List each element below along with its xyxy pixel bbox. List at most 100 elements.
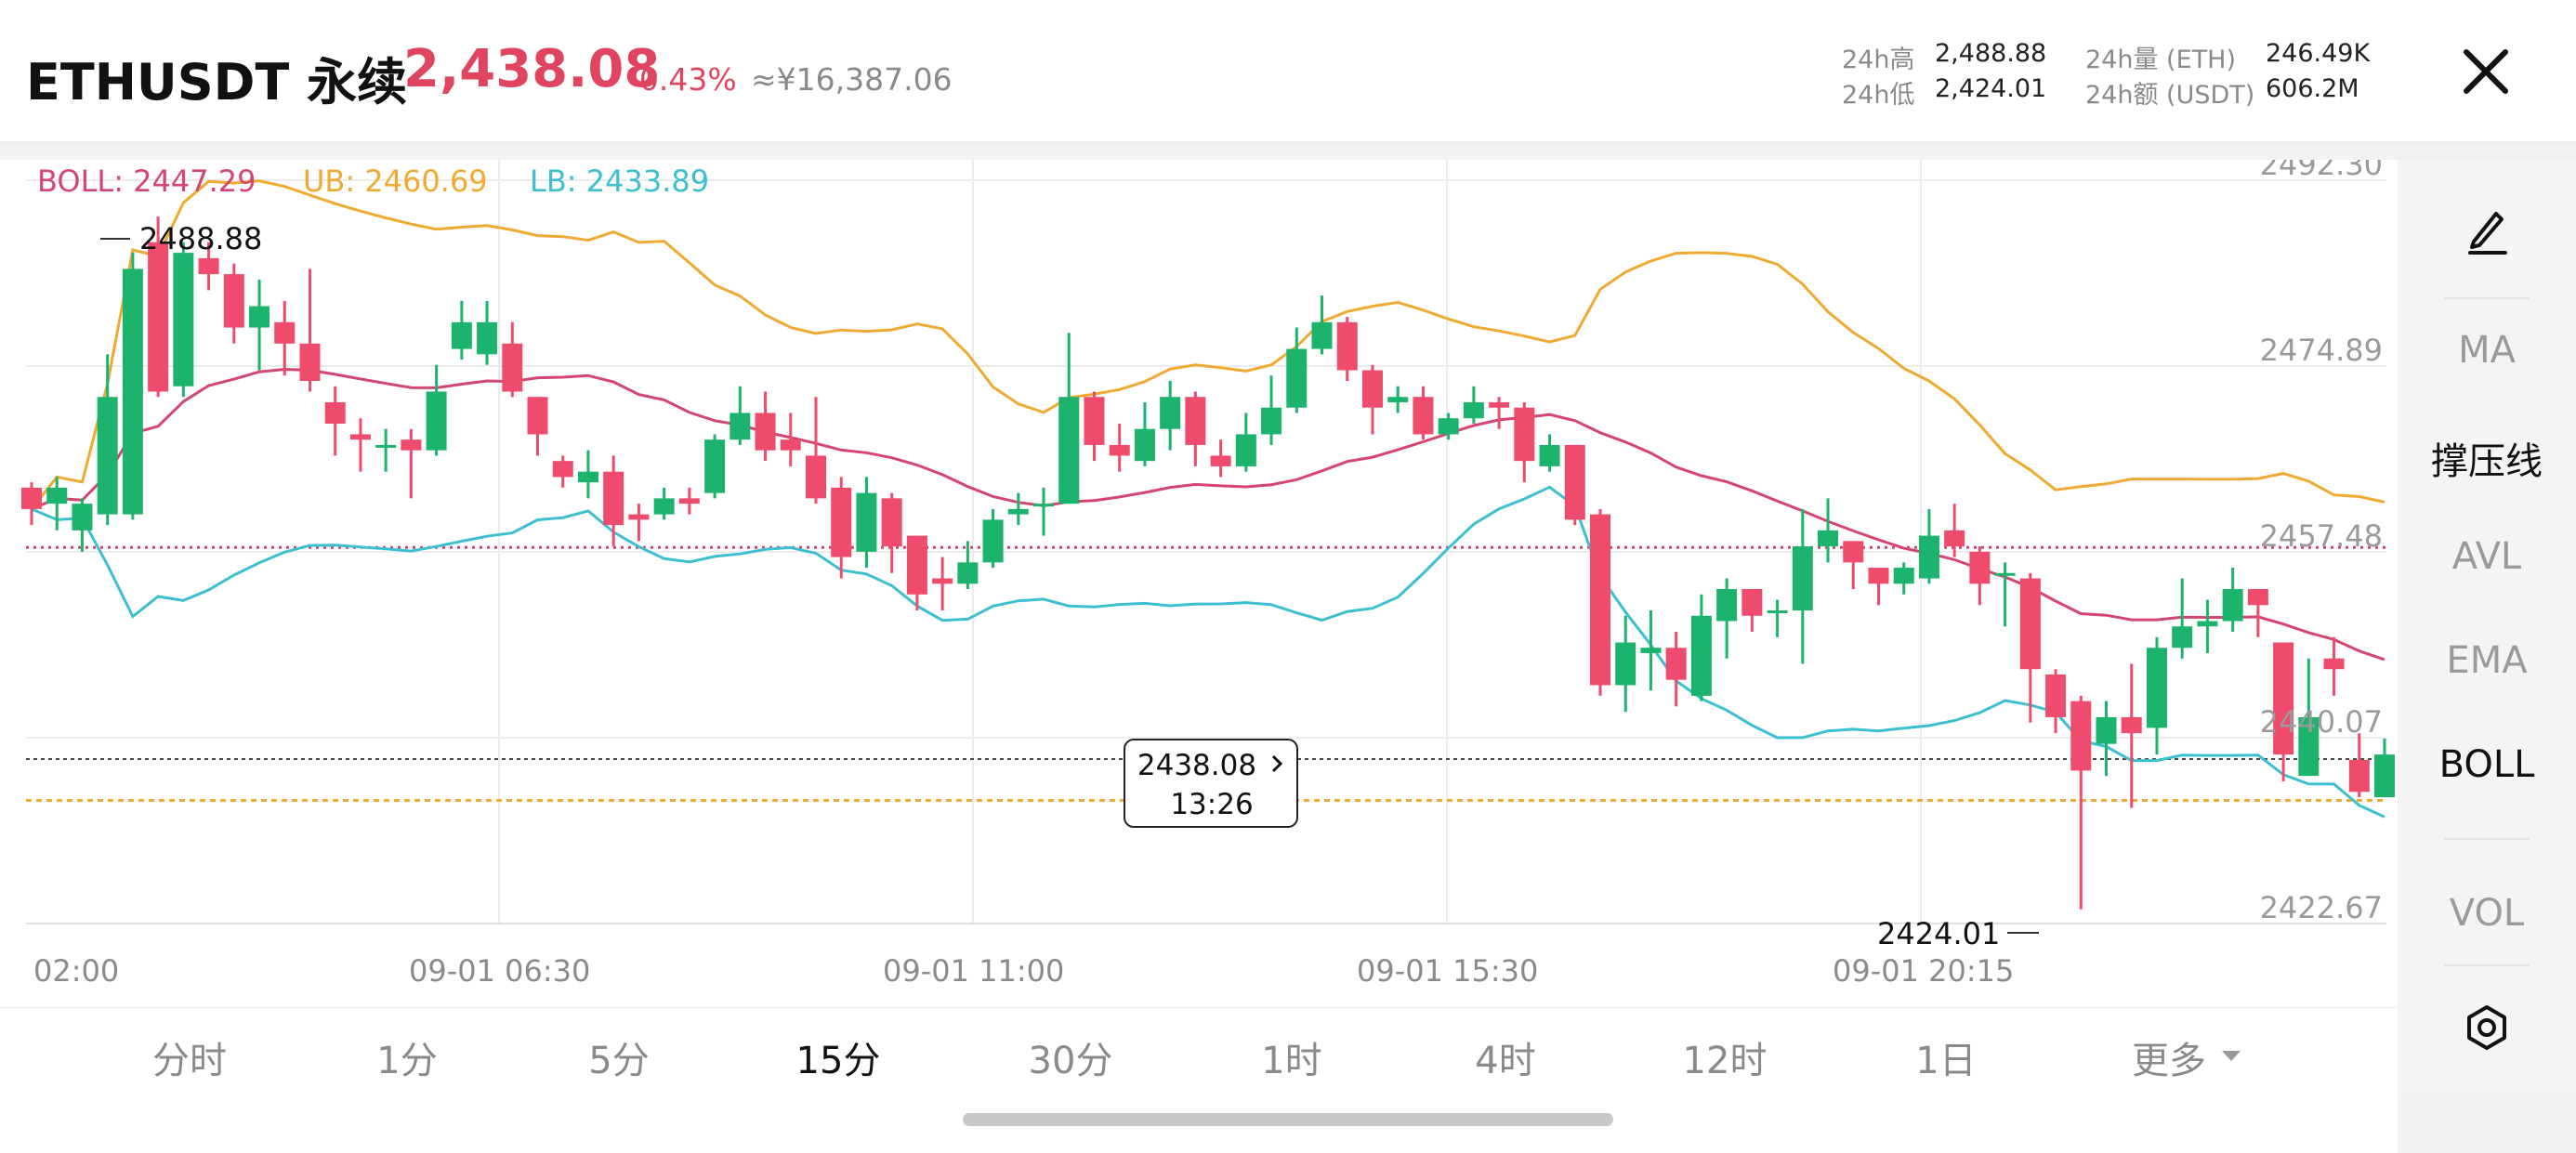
tab-timeshare[interactable]: 分时 <box>152 1040 227 1082</box>
sidebar-item-vol[interactable]: VOL <box>2449 892 2525 935</box>
candle <box>603 455 624 547</box>
candle <box>628 504 650 542</box>
chevron-right-icon <box>1271 754 1283 773</box>
candle <box>21 482 42 526</box>
y-tick-label: 2440.07 <box>2260 704 2383 740</box>
candlestick-chart[interactable]: 2492.30 2474.89 2457.48 2440.07 2422.67 02:0… <box>0 147 2398 1007</box>
candle <box>1084 391 1105 462</box>
boll-bands <box>30 179 2385 819</box>
sidebar-item-boll[interactable]: BOLL <box>2438 743 2535 786</box>
current-price-box-countdown: 13:26 <box>1170 788 1253 821</box>
candle <box>1994 562 2016 627</box>
candle <box>1665 631 1687 707</box>
y-tick-label: 2457.48 <box>2260 518 2383 554</box>
symbol-title[interactable]: ETHUSDT 永续 <box>26 53 408 111</box>
candle <box>122 253 143 520</box>
candle <box>1361 364 1383 435</box>
close-icon[interactable] <box>2453 39 2518 104</box>
cny-price: ≈¥16,387.06 <box>751 61 953 98</box>
candle <box>2374 738 2395 798</box>
tab-15m[interactable]: 15分 <box>795 1040 881 1082</box>
candle <box>502 321 523 398</box>
tab-1d[interactable]: 1日 <box>1915 1040 1977 1082</box>
candle <box>653 487 675 520</box>
x-tick-label: 09-01 15:30 <box>1357 953 1538 989</box>
candle <box>2273 642 2294 781</box>
candle <box>577 450 598 499</box>
tab-1h[interactable]: 1时 <box>1261 1040 1322 1082</box>
high-marker-label: 2488.88 <box>139 221 262 256</box>
low-label: 24h低 <box>1842 81 1915 110</box>
candle <box>2045 669 2067 734</box>
candle <box>2222 568 2243 632</box>
candle <box>148 216 169 398</box>
sidebar-item-support-resistance[interactable]: 撑压线 <box>2431 440 2543 483</box>
candle <box>274 300 296 376</box>
amount-label: 24h额 (USDT) <box>2085 81 2255 110</box>
candle <box>2070 695 2092 910</box>
candle <box>1741 589 1763 632</box>
boll-lower-band <box>31 485 2385 819</box>
sidebar-item-ema[interactable]: EMA <box>2446 639 2528 682</box>
candle <box>72 498 93 552</box>
candle <box>1286 327 1308 413</box>
candle <box>1868 568 1889 606</box>
candle <box>1387 386 1409 413</box>
lb-legend: LB: 2433.89 <box>530 164 709 199</box>
candle <box>1564 444 1585 526</box>
tab-30m[interactable]: 30分 <box>1028 1040 1113 1082</box>
header-bar: ETHUSDT 永续 2,438.08 -0.43% ≈¥16,387.06 2… <box>0 0 2576 142</box>
home-indicator <box>963 1113 1613 1126</box>
tab-more[interactable]: 更多 <box>2132 1040 2206 1082</box>
candle <box>1033 487 1055 536</box>
candle <box>755 391 776 462</box>
candle <box>1767 599 1788 637</box>
candle <box>1134 401 1155 466</box>
candle <box>375 428 397 472</box>
candle <box>1336 317 1358 381</box>
high-marker: 2488.88 <box>100 221 262 256</box>
low-marker: 2424.01 <box>1877 916 2039 951</box>
candle <box>1539 434 1560 472</box>
candle <box>477 300 498 365</box>
sidebar-divider <box>2444 838 2530 840</box>
tab-5m[interactable]: 5分 <box>588 1040 650 1082</box>
candle <box>831 477 852 579</box>
last-price: 2,438.08 <box>403 39 661 99</box>
candle <box>1489 397 1510 429</box>
candle <box>856 477 877 569</box>
pencil-icon[interactable] <box>2459 201 2515 256</box>
y-tick-label: 2422.67 <box>2260 890 2383 925</box>
candle <box>46 477 68 531</box>
candle <box>806 397 826 504</box>
candle <box>2096 701 2117 777</box>
candle <box>299 269 321 392</box>
candle <box>173 242 194 398</box>
tab-4h[interactable]: 4时 <box>1475 1040 1536 1082</box>
candle <box>2121 663 2142 808</box>
x-tick-label: 09-01 20:15 <box>1833 953 2014 989</box>
candle <box>1690 594 1712 701</box>
chart-area[interactable]: 2492.30 2474.89 2457.48 2440.07 2422.67 02:0… <box>0 147 2398 1007</box>
candle <box>401 428 422 499</box>
change-percent: -0.43% <box>628 61 737 98</box>
candle <box>729 386 751 445</box>
candle <box>2172 578 2193 659</box>
tab-1m[interactable]: 1分 <box>376 1040 438 1082</box>
candle <box>2298 658 2320 777</box>
candle <box>1438 413 1459 440</box>
candle <box>2019 572 2041 723</box>
x-tick-label: 09-01 06:30 <box>409 953 590 989</box>
candle <box>1261 375 1282 445</box>
current-price-box[interactable]: 2438.08 13:26 <box>1124 739 1298 828</box>
caret-down-icon[interactable] <box>2219 1047 2243 1066</box>
candle <box>1615 615 1636 713</box>
tab-12h[interactable]: 12时 <box>1682 1040 1768 1082</box>
candle <box>1160 380 1181 451</box>
settings-icon[interactable] <box>2463 1003 2511 1052</box>
y-tick-label: 2492.30 <box>2260 160 2383 182</box>
candle <box>1944 504 1965 557</box>
candle <box>704 434 726 499</box>
sidebar-item-avl[interactable]: AVL <box>2451 535 2522 578</box>
sidebar-item-ma[interactable]: MA <box>2458 329 2516 372</box>
